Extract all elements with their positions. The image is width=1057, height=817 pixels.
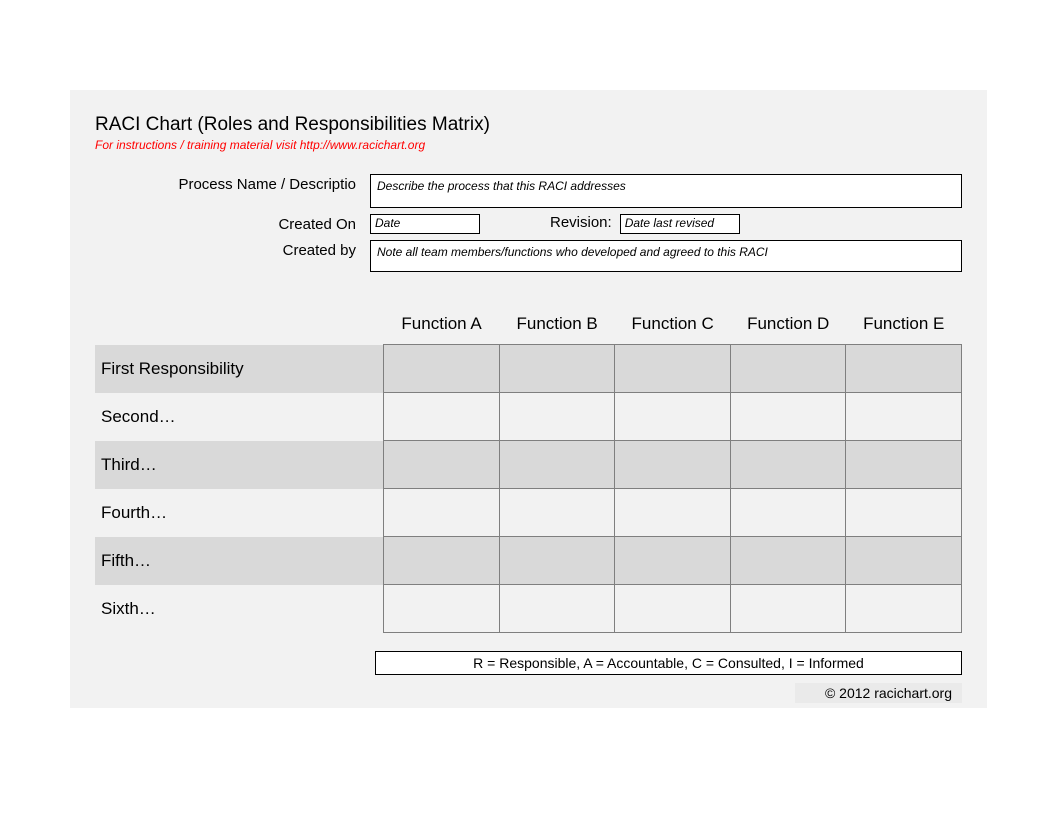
created-by-row: Created by Note all team members/functio… (95, 240, 962, 272)
matrix-row: Second… (95, 393, 962, 441)
raci-cell[interactable] (384, 489, 500, 537)
raci-cell[interactable] (730, 441, 846, 489)
raci-cell[interactable] (499, 537, 615, 585)
raci-cell[interactable] (846, 345, 962, 393)
matrix-row: Fourth… (95, 489, 962, 537)
raci-cell[interactable] (846, 489, 962, 537)
raci-cell[interactable] (730, 537, 846, 585)
raci-cell[interactable] (384, 393, 500, 441)
row-label: Sixth… (95, 585, 384, 633)
raci-matrix: Function A Function B Function C Functio… (95, 308, 962, 633)
raci-cell[interactable] (730, 393, 846, 441)
matrix-row: Sixth… (95, 585, 962, 633)
raci-cell[interactable] (384, 585, 500, 633)
raci-cell[interactable] (846, 585, 962, 633)
row-label: Fifth… (95, 537, 384, 585)
raci-cell[interactable] (615, 489, 731, 537)
raci-cell[interactable] (384, 537, 500, 585)
raci-cell[interactable] (499, 441, 615, 489)
row-label: Fourth… (95, 489, 384, 537)
copyright: © 2012 racichart.org (795, 683, 962, 703)
raci-cell[interactable] (730, 489, 846, 537)
col-header: Function C (615, 308, 731, 345)
matrix-row: First Responsibility (95, 345, 962, 393)
matrix-row: Third… (95, 441, 962, 489)
revision-label: Revision: (550, 214, 612, 231)
raci-cell[interactable] (499, 393, 615, 441)
created-on-field[interactable]: Date (370, 214, 480, 234)
page-subtitle: For instructions / training material vis… (95, 138, 962, 152)
raci-cell[interactable] (846, 537, 962, 585)
raci-cell[interactable] (615, 393, 731, 441)
col-header: Function E (846, 308, 962, 345)
raci-cell[interactable] (730, 585, 846, 633)
raci-cell[interactable] (499, 585, 615, 633)
legend-spacer (95, 651, 375, 675)
raci-cell[interactable] (499, 345, 615, 393)
created-by-field[interactable]: Note all team members/functions who deve… (370, 240, 962, 272)
raci-cell[interactable] (615, 537, 731, 585)
raci-cell[interactable] (615, 441, 731, 489)
row-label: First Responsibility (95, 345, 384, 393)
raci-cell[interactable] (499, 489, 615, 537)
page-title: RACI Chart (Roles and Responsibilities M… (95, 114, 962, 136)
revision-field[interactable]: Date last revised (620, 214, 740, 234)
matrix-corner (95, 308, 384, 345)
row-label: Third… (95, 441, 384, 489)
raci-sheet: RACI Chart (Roles and Responsibilities M… (70, 90, 987, 708)
raci-legend: R = Responsible, A = Accountable, C = Co… (375, 651, 962, 675)
raci-cell[interactable] (846, 393, 962, 441)
col-header: Function B (499, 308, 615, 345)
process-description-field[interactable]: Describe the process that this RACI addr… (370, 174, 962, 208)
raci-cell[interactable] (384, 441, 500, 489)
created-on-label: Created On (95, 214, 370, 233)
row-label: Second… (95, 393, 384, 441)
raci-cell[interactable] (730, 345, 846, 393)
matrix-header-row: Function A Function B Function C Functio… (95, 308, 962, 345)
col-header: Function A (384, 308, 500, 345)
created-on-row: Created On Date Revision: Date last revi… (95, 214, 962, 234)
legend-wrap: R = Responsible, A = Accountable, C = Co… (95, 651, 962, 675)
col-header: Function D (730, 308, 846, 345)
raci-cell[interactable] (615, 345, 731, 393)
raci-cell[interactable] (384, 345, 500, 393)
raci-cell[interactable] (846, 441, 962, 489)
process-row: Process Name / Descriptio Describe the p… (95, 174, 962, 208)
process-label: Process Name / Descriptio (95, 174, 370, 193)
created-by-label: Created by (95, 240, 370, 259)
matrix-row: Fifth… (95, 537, 962, 585)
raci-cell[interactable] (615, 585, 731, 633)
